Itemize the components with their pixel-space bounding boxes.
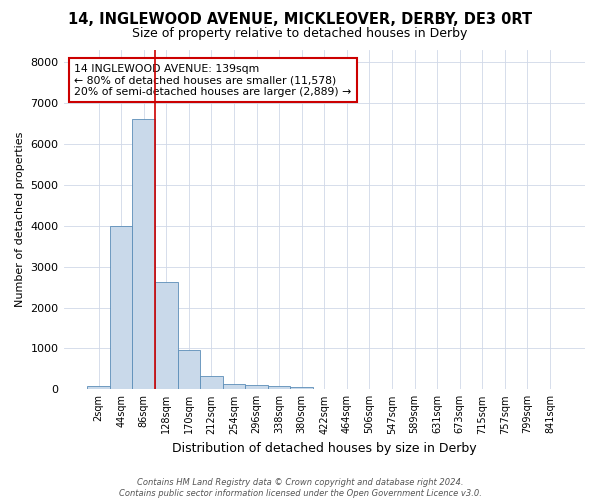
Text: Contains HM Land Registry data © Crown copyright and database right 2024.
Contai: Contains HM Land Registry data © Crown c… (119, 478, 481, 498)
Text: Size of property relative to detached houses in Derby: Size of property relative to detached ho… (133, 28, 467, 40)
Bar (223, 384, 245, 390)
Bar (245, 385, 268, 390)
Bar (178, 350, 200, 390)
Bar (200, 376, 223, 390)
Bar (268, 386, 290, 390)
Bar (290, 387, 313, 390)
Text: 14, INGLEWOOD AVENUE, MICKLEOVER, DERBY, DE3 0RT: 14, INGLEWOOD AVENUE, MICKLEOVER, DERBY,… (68, 12, 532, 28)
Bar (110, 226, 133, 390)
Bar (133, 120, 155, 390)
Text: 14 INGLEWOOD AVENUE: 139sqm
← 80% of detached houses are smaller (11,578)
20% of: 14 INGLEWOOD AVENUE: 139sqm ← 80% of det… (74, 64, 351, 97)
Y-axis label: Number of detached properties: Number of detached properties (15, 132, 25, 308)
Bar (87, 386, 110, 390)
Bar (155, 282, 178, 390)
X-axis label: Distribution of detached houses by size in Derby: Distribution of detached houses by size … (172, 442, 476, 455)
